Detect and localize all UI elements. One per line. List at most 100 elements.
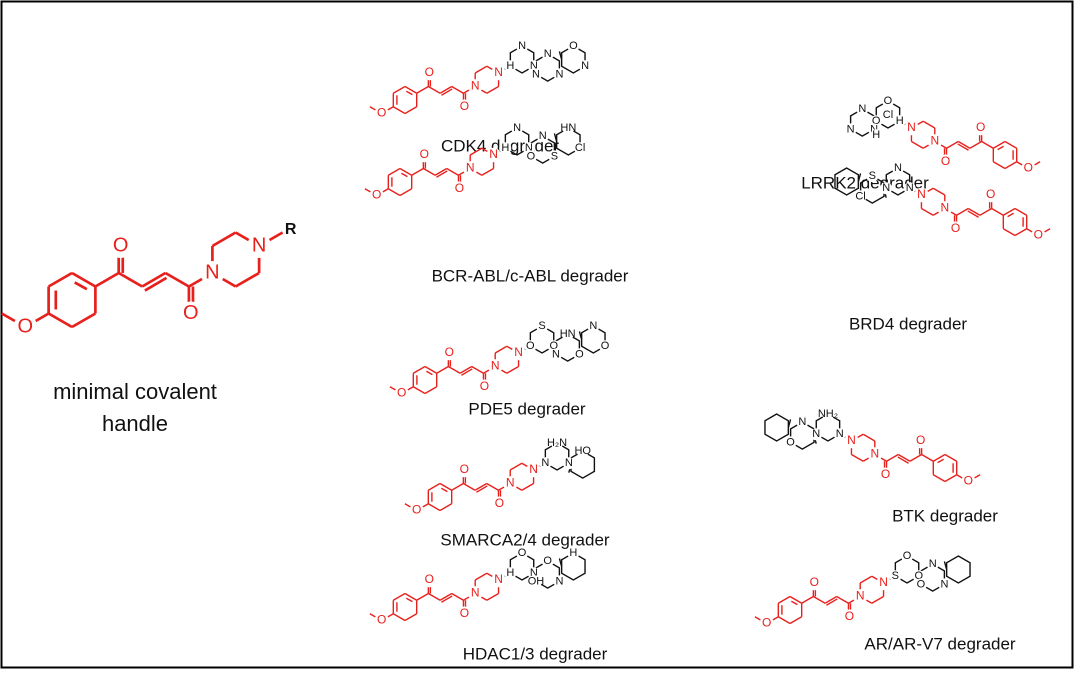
ring [560,552,586,581]
atom-label: N [589,320,597,332]
atom-bg [524,150,537,163]
bond [932,187,946,196]
atom-label: Cl [855,190,865,202]
bond [436,365,449,374]
atom-label: N [836,428,844,440]
ring [504,127,530,156]
bond [428,85,441,94]
atom-bg [13,315,38,339]
bond [791,600,798,606]
atom-bg [488,359,503,374]
atom-bg [926,558,939,571]
atom-bg [833,428,846,441]
molecule-label: BTK degrader [892,506,998,525]
atom-label: N [552,348,560,360]
bond [118,271,143,288]
atom-bg [599,340,612,353]
atom-bg [524,340,537,353]
atom-bg [844,433,859,449]
atom-label: O [445,345,454,359]
atom-label: N [252,234,266,256]
bond [813,595,826,604]
atom-label: N [870,447,879,461]
bond [392,613,406,622]
atom-bg [551,437,564,449]
bond [392,85,406,94]
molecule-label: BRD4 degrader [849,314,967,333]
bond [463,482,476,491]
ring [764,413,790,442]
bond [451,482,464,491]
atom-label: N [506,476,515,490]
molecule-label: SMARCA2/4 degrader [440,530,609,549]
handle-caption: handle [102,411,168,436]
bond [944,453,958,462]
bond [474,482,488,491]
atom-bg [503,476,518,491]
ring [834,167,860,196]
bond [836,595,849,604]
atom-label: O [425,65,434,79]
atom-label: O [527,150,536,162]
atom-label: O [845,609,854,623]
bond [1014,207,1028,216]
atom-bg [576,445,589,458]
atom-bg [529,575,542,588]
bond [1002,228,1016,237]
bond [992,161,1006,170]
bond [911,140,924,149]
atom-bg [807,575,822,591]
atom-bg [914,187,929,203]
atom-bg [491,65,506,81]
atom-label: O [425,572,434,586]
atom-bg [457,462,472,478]
bond [509,462,523,471]
atom-label: O [526,340,535,352]
bond [439,592,453,601]
bond [234,271,260,288]
atom-label: N [539,130,547,142]
atom-label: N [491,359,500,373]
atom-label: O [917,578,926,590]
atom-bg [516,40,529,52]
bond [404,85,418,94]
atom-bg [374,613,389,628]
atom-label: N [870,123,878,135]
bond [446,167,459,176]
atom-label: N [940,201,949,215]
atom-bg [539,457,552,470]
bond [486,592,499,601]
ring [885,167,911,196]
atom-label: O [915,570,924,582]
atom-bg [881,109,894,121]
atom-label: S [551,150,558,162]
bond [406,90,413,96]
bond [164,271,190,288]
atom-bg [867,447,882,462]
atom-bg [567,547,580,559]
bond [141,271,167,288]
atom-label: O [964,474,973,488]
atom-bg [526,462,541,478]
atom-label: H [872,129,880,141]
atom-bg [579,60,592,73]
atom-bg [529,68,542,81]
atom-label: HN [560,122,576,134]
bond [1002,207,1016,216]
bond [399,188,413,197]
ring [815,413,841,442]
bond [424,386,438,395]
atom-bg [468,79,483,94]
bond [423,167,436,176]
bond [461,368,473,376]
atom-bg [409,503,424,518]
atom-bg [417,147,432,163]
atom-bg [457,606,472,621]
atom-bg [562,457,575,470]
atom-bg [842,609,857,624]
atom-bg [810,428,823,441]
atom-bg [247,234,272,258]
atom-label: O [550,340,559,352]
bond [967,210,979,218]
atom-label: N [907,120,916,134]
